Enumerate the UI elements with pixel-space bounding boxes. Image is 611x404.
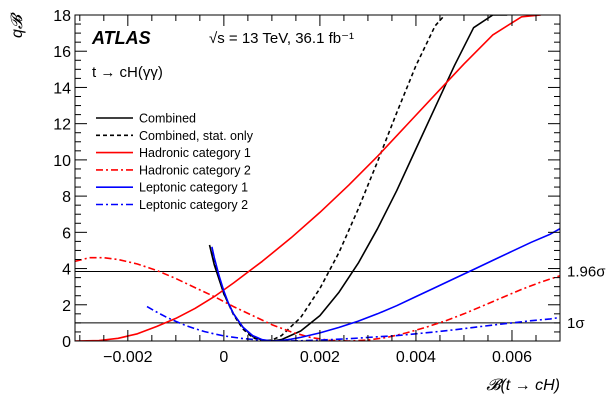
x-tick-label: −0.002 [103,349,152,366]
series-line [75,256,560,341]
energy-label: √s = 13 TeV, 36.1 fb⁻¹ [209,30,354,47]
y-tick-label: 12 [53,117,71,134]
y-tick-label: 0 [62,334,71,351]
legend-label: Combined [139,112,196,126]
legend-label: Combined, stat. only [139,129,254,143]
legend: Combined Combined, stat. only Hadronic cat… [96,112,254,212]
reference-line-label: 1.96σ [567,263,606,280]
y-axis-title: q𝓑 [9,12,26,38]
process-label: t → cH(γγ) [92,64,163,81]
x-axis-title: 𝓑(t → cH) [486,377,560,394]
x-tick-label: 0.006 [492,349,532,366]
x-tick-label: 0.002 [300,349,340,366]
series-line [146,305,560,341]
legend-label: Hadronic category 1 [139,146,251,160]
legend-label: Leptonic category 2 [139,198,248,212]
y-tick-label: 16 [53,44,71,61]
y-tick-label: 6 [62,225,71,242]
x-tick-label: 0 [219,349,228,366]
y-tick-label: 10 [53,153,71,170]
legend-label: Leptonic category 1 [139,181,248,195]
y-tick-label: 14 [53,80,71,97]
atlas-label: ATLAS [91,28,151,48]
y-tick-label: 2 [62,298,71,315]
y-tick-label: 18 [53,8,71,25]
y-tick-label: 8 [62,189,71,206]
x-axis: −0.002 0 0.002 0.004 0.006 [79,15,561,366]
series-line [75,15,541,341]
reference-line-label: 1σ [567,315,585,332]
y-axis: 0 2 4 6 8 10 12 14 16 18 [53,8,560,351]
reference-lines: 1.96σ 1σ [75,263,606,332]
x-tick-label: 0.004 [396,349,436,366]
y-tick-label: 4 [62,262,71,279]
legend-label: Hadronic category 2 [139,163,251,177]
